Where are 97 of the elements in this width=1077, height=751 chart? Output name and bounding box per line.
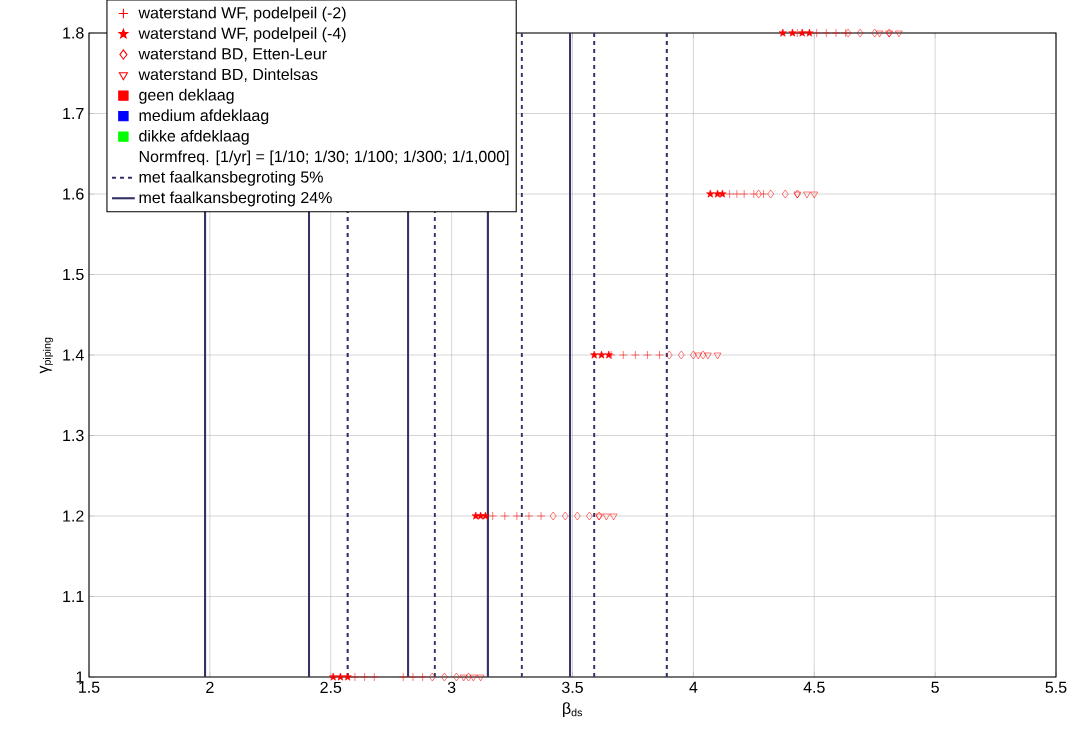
- point: [694, 352, 702, 360]
- y-tick-label: 1.5: [63, 268, 84, 281]
- point: [488, 511, 497, 521]
- x-tick-label: 2: [206, 681, 214, 693]
- y-tick-label: 1.2: [63, 510, 84, 522]
- point: [465, 672, 472, 682]
- point: [370, 672, 379, 682]
- point: [732, 189, 742, 199]
- point: [690, 350, 697, 360]
- point: [500, 511, 510, 521]
- point: [536, 511, 546, 521]
- point: [812, 28, 821, 38]
- point: [665, 350, 673, 360]
- point: [767, 189, 775, 199]
- x-tick-label: 4: [689, 681, 698, 693]
- point: [481, 511, 490, 520]
- point: [856, 28, 864, 38]
- point: [524, 511, 534, 521]
- point: [871, 28, 878, 38]
- legend-label: waterstand WF, podelpeil (-4): [138, 27, 346, 43]
- point: [360, 672, 369, 682]
- y-tick-label: 1.7: [63, 108, 84, 120]
- point: [655, 350, 664, 360]
- point: [574, 511, 581, 521]
- point: [803, 191, 811, 199]
- point: [429, 672, 436, 682]
- x-tick-label: 5.5: [1045, 681, 1067, 693]
- ref-line-label: met faalkansbegroting 5%: [139, 170, 323, 186]
- annotation: Normfreq. [1/yr] = [1/10; 1/30; 1/100; 1/300; 1/1,000]: [139, 150, 509, 166]
- point: [329, 672, 338, 681]
- legend-label: waterstand BD, Etten-Leur: [138, 47, 327, 62]
- point: [822, 28, 831, 38]
- y-axis-title: γ$_{piping}$: [39, 337, 53, 374]
- point: [793, 28, 802, 38]
- point: [459, 674, 468, 682]
- point: [844, 28, 852, 38]
- point: [810, 191, 818, 199]
- point: [643, 350, 652, 360]
- x-tick-label: 3.5: [561, 681, 583, 694]
- point: [512, 511, 522, 521]
- point: [706, 189, 715, 198]
- x-tick-label: 4.5: [803, 681, 825, 693]
- point: [597, 350, 606, 359]
- point: [408, 672, 418, 682]
- point: [841, 28, 850, 38]
- point: [781, 189, 789, 199]
- point: [476, 674, 485, 682]
- legend-label: waterstand BD, Dintelsas: [138, 68, 318, 82]
- point: [350, 672, 360, 682]
- y-tick-label: 1.8: [63, 27, 84, 39]
- point: [441, 672, 448, 682]
- point: [469, 674, 478, 682]
- point: [704, 352, 712, 360]
- point: [343, 672, 352, 681]
- y-tick-label: 1.6: [63, 188, 84, 200]
- point: [586, 511, 593, 521]
- x-tick-label: 2.5: [320, 681, 342, 694]
- point: [718, 189, 727, 198]
- point: [631, 350, 640, 360]
- y-tick-label: 1.1: [63, 591, 84, 602]
- point: [739, 189, 749, 199]
- legend-label: medium afdeklaag: [139, 109, 269, 125]
- y-tick-label: 1: [76, 671, 84, 683]
- ref-line-label: met faalkansbegroting 24%: [139, 191, 332, 207]
- x-tick-label: 1.5: [79, 681, 100, 693]
- point: [609, 513, 618, 521]
- point: [755, 189, 762, 199]
- point: [875, 30, 884, 38]
- point: [749, 189, 759, 199]
- point: [549, 511, 557, 521]
- legend-label: dikke afdeklaag: [139, 129, 249, 145]
- legend-label: geen deklaag: [139, 88, 234, 104]
- y-tick-label: 1.3: [63, 429, 84, 442]
- x-tick-label: 3: [447, 681, 456, 694]
- x-tick-label: 5: [931, 681, 939, 693]
- point: [831, 28, 841, 38]
- point: [678, 350, 685, 360]
- point: [788, 28, 797, 37]
- point: [399, 672, 408, 682]
- point: [418, 672, 427, 682]
- point: [725, 189, 734, 199]
- point: [453, 672, 460, 682]
- point: [713, 352, 722, 360]
- point: [895, 30, 903, 38]
- point: [759, 189, 768, 199]
- point: [805, 28, 814, 37]
- point: [778, 28, 787, 37]
- point: [336, 672, 345, 681]
- y-tick-label: 1.4: [63, 349, 84, 361]
- point: [619, 350, 628, 360]
- point: [699, 350, 707, 360]
- point: [602, 513, 611, 521]
- point: [561, 511, 569, 521]
- point: [590, 350, 599, 359]
- x-axis-title: β$_{ds}$: [563, 702, 583, 718]
- legend-label: waterstand WF, podelpeil (-2): [138, 6, 346, 22]
- point: [798, 28, 807, 37]
